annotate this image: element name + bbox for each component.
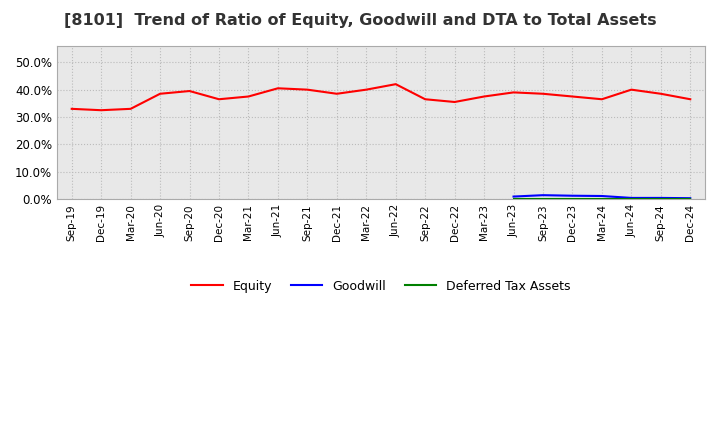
Equity <box>480 94 488 99</box>
Deferred Tax Assets <box>657 196 665 202</box>
Equity <box>598 97 606 102</box>
Equity <box>156 91 164 96</box>
Line: Goodwill: Goodwill <box>513 195 690 198</box>
Equity <box>686 97 695 102</box>
Equity <box>303 87 312 92</box>
Equity <box>244 94 253 99</box>
Equity <box>68 106 76 111</box>
Deferred Tax Assets <box>598 196 606 202</box>
Equity <box>421 97 430 102</box>
Goodwill <box>598 193 606 198</box>
Goodwill <box>627 195 636 201</box>
Equity <box>509 90 518 95</box>
Equity <box>392 81 400 87</box>
Equity <box>185 88 194 94</box>
Equity <box>362 87 371 92</box>
Goodwill <box>686 195 695 201</box>
Equity <box>97 107 106 113</box>
Equity <box>627 87 636 92</box>
Equity <box>450 99 459 105</box>
Equity <box>657 91 665 96</box>
Goodwill <box>539 193 547 198</box>
Line: Equity: Equity <box>72 84 690 110</box>
Equity <box>215 97 223 102</box>
Goodwill <box>509 194 518 199</box>
Deferred Tax Assets <box>539 196 547 202</box>
Legend: Equity, Goodwill, Deferred Tax Assets: Equity, Goodwill, Deferred Tax Assets <box>186 275 575 297</box>
Equity <box>539 91 547 96</box>
Deferred Tax Assets <box>509 196 518 202</box>
Deferred Tax Assets <box>627 196 636 202</box>
Deferred Tax Assets <box>568 196 577 202</box>
Equity <box>274 86 282 91</box>
Goodwill <box>657 195 665 201</box>
Text: [8101]  Trend of Ratio of Equity, Goodwill and DTA to Total Assets: [8101] Trend of Ratio of Equity, Goodwil… <box>63 13 657 28</box>
Equity <box>126 106 135 111</box>
Goodwill <box>568 193 577 198</box>
Deferred Tax Assets <box>686 196 695 202</box>
Equity <box>568 94 577 99</box>
Equity <box>333 91 341 96</box>
